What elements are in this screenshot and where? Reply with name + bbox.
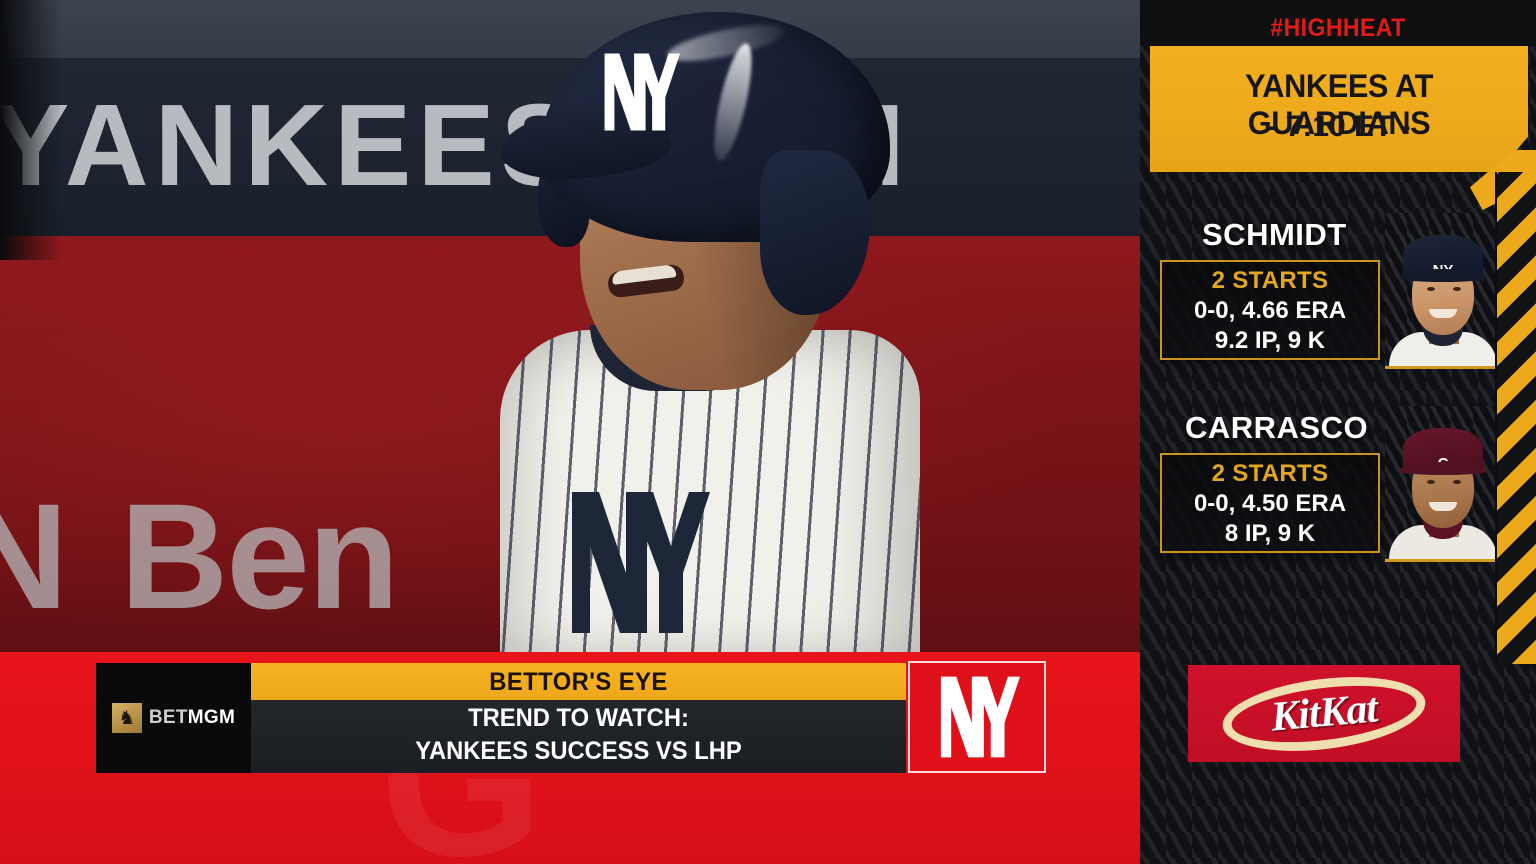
lion-glyph: ♞ xyxy=(118,707,136,729)
trend-description: YANKEES SUCCESS VS LHP xyxy=(415,737,742,765)
wall-signage-benjamin: Ben xyxy=(120,472,399,640)
ny-logo-chest xyxy=(572,492,710,633)
matchup-start-time: - 7:10 ET - xyxy=(1267,110,1411,143)
headshot-carrasco: C xyxy=(1385,406,1501,562)
schmidt-starts: 2 STARTS xyxy=(1211,267,1329,294)
headshot-eye-left-schmidt xyxy=(1427,287,1435,291)
headshot-schmidt: NY xyxy=(1385,213,1501,369)
bettors-eye-headline-bar: BETTOR'S EYE xyxy=(251,663,906,700)
carrasco-record-era: 0-0, 4.50 ERA xyxy=(1193,490,1347,517)
stat-box-carrasco: 2 STARTS 0-0, 4.50 ERA 8 IP, 9 K xyxy=(1160,453,1380,553)
pitcher-card-schmidt: SCHMIDT 2 STARTS 0-0, 4.66 ERA 9.2 IP, 9… xyxy=(1140,205,1536,380)
hazard-stripe-edge xyxy=(1495,172,1536,664)
betmgm-wordmark: BETMGM xyxy=(149,707,235,729)
stat-box-schmidt: 2 STARTS 0-0, 4.66 ERA 9.2 IP, 9 K xyxy=(1160,260,1380,360)
high-heat-hashtag: #HIGHHEAT xyxy=(1270,14,1406,42)
carrasco-starts: 2 STARTS xyxy=(1211,460,1329,487)
headshot-smile-schmidt xyxy=(1429,309,1457,318)
betmgm-bet-text: BET xyxy=(148,707,188,728)
betmgm-lion-icon: ♞ xyxy=(111,703,142,733)
pitcher-name-schmidt: SCHMIDT xyxy=(1202,217,1347,252)
schmidt-innings-k: 9.2 IP, 9 K xyxy=(1214,327,1326,354)
kitkat-advertisement[interactable]: KitKat xyxy=(1188,665,1460,762)
headshot-cap-brim-carrasco xyxy=(1399,462,1487,475)
pitcher-card-carrasco: CARRASCO 2 STARTS 0-0, 4.50 ERA 8 IP, 9 … xyxy=(1140,398,1536,573)
schmidt-record-era: 0-0, 4.66 ERA xyxy=(1193,297,1347,324)
player-jersey xyxy=(500,330,920,664)
ny-logo-helmet xyxy=(604,53,680,131)
headshot-cap-brim-schmidt xyxy=(1399,269,1487,282)
ny-logo-icon xyxy=(940,676,1020,758)
headshot-eye-right-schmidt xyxy=(1453,287,1461,291)
trend-label: TREND TO WATCH: xyxy=(468,704,689,732)
headshot-eye-left-carrasco xyxy=(1427,480,1435,484)
player-figure xyxy=(430,0,990,664)
headshot-eye-right-carrasco xyxy=(1453,480,1461,484)
panel-header-strip xyxy=(1140,0,1536,46)
matchup-teams: YANKEES AT GUARDIANS xyxy=(1245,68,1433,141)
vignette-left xyxy=(0,0,62,260)
helmet-earflap-right xyxy=(760,150,870,315)
betmgm-sponsor-logo[interactable]: ♞ BETMGM xyxy=(96,663,251,773)
bettors-eye-headline: BETTOR'S EYE xyxy=(489,668,668,696)
matchup-header: YANKEES AT GUARDIANS - 7:10 ET - xyxy=(1150,46,1528,172)
betmgm-mgm-text: MGM xyxy=(187,707,236,728)
pitcher-name-carrasco: CARRASCO xyxy=(1185,410,1369,445)
headshot-smile-carrasco xyxy=(1429,502,1457,511)
yankees-logo-box xyxy=(908,661,1046,773)
wall-signage-left: N xyxy=(0,472,69,640)
carrasco-innings-k: 8 IP, 9 K xyxy=(1224,520,1316,547)
trend-subhead-bar: TREND TO WATCH: YANKEES SUCCESS VS LHP xyxy=(251,700,906,773)
